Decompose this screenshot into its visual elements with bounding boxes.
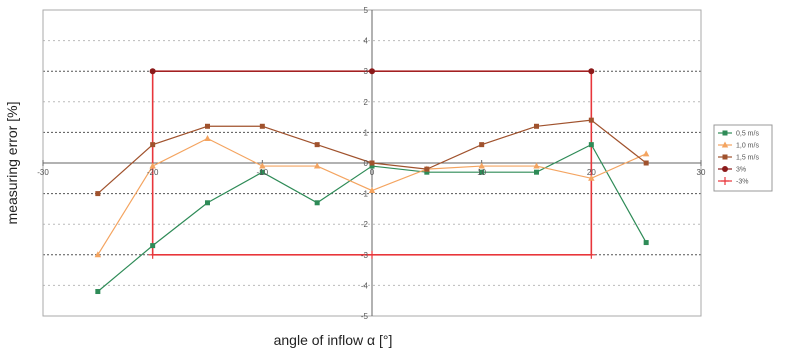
data-point xyxy=(588,68,595,75)
data-point xyxy=(314,200,320,206)
y-tick-label: 5 xyxy=(364,6,369,15)
data-point xyxy=(94,251,102,258)
y-tick-label: -3 xyxy=(361,251,369,260)
legend-entry: -3% xyxy=(718,177,748,186)
legend-label: 1,0 m/s xyxy=(736,143,759,150)
x-tick-label: 30 xyxy=(697,168,706,177)
data-point xyxy=(204,135,211,142)
series-5 xyxy=(148,250,596,259)
x-tick-label: 0 xyxy=(370,168,375,177)
data-point xyxy=(150,142,156,148)
data-point xyxy=(588,174,595,181)
data-point xyxy=(205,123,210,129)
legend-swatch-marker xyxy=(721,141,729,148)
data-point xyxy=(642,150,650,157)
series-layer xyxy=(94,68,650,295)
data-point xyxy=(533,162,540,169)
data-point xyxy=(259,169,265,175)
y-axis-title: measuring error [%] xyxy=(4,102,20,225)
legend-swatch-marker xyxy=(722,130,728,136)
y-tick-label: 3 xyxy=(364,67,369,76)
legend-entry: 1,5 m/s xyxy=(718,154,759,162)
data-point xyxy=(95,289,101,295)
data-point xyxy=(148,250,157,259)
data-point xyxy=(588,117,594,123)
data-point xyxy=(479,142,485,148)
data-point xyxy=(149,162,156,169)
legend-swatch-marker xyxy=(722,154,728,160)
series-3 xyxy=(95,117,649,197)
x-tick-label: -30 xyxy=(37,168,49,177)
x-tick-label: -20 xyxy=(147,168,159,177)
data-point xyxy=(369,68,375,75)
legend-swatch-marker xyxy=(721,177,729,185)
data-point xyxy=(643,240,649,246)
y-tick-label: 4 xyxy=(364,37,369,46)
legend-entry: 3% xyxy=(718,166,746,174)
data-point xyxy=(424,166,430,172)
legend-label: 3% xyxy=(736,167,746,174)
legend-entry: 0,5 m/s xyxy=(718,130,759,138)
x-axis-title: angle of inflow α [°] xyxy=(274,332,393,348)
y-tick-label: 1 xyxy=(364,128,369,137)
data-point xyxy=(205,200,210,206)
data-point xyxy=(150,243,156,249)
data-point xyxy=(643,160,649,166)
data-point xyxy=(368,250,376,259)
data-point xyxy=(95,191,101,197)
legend-entry: 1,0 m/s xyxy=(718,141,759,150)
y-tick-label: -1 xyxy=(361,190,369,199)
legend: 0,5 m/s 1,0 m/s 1,5 m/s 3% -3% xyxy=(713,124,773,192)
data-point xyxy=(259,123,265,129)
y-tick-label: 2 xyxy=(364,98,369,107)
series-4 xyxy=(149,68,595,75)
legend-swatch-marker xyxy=(722,166,728,172)
data-point xyxy=(149,68,156,75)
data-point xyxy=(314,142,320,148)
legend-label: -3% xyxy=(736,179,748,186)
data-point xyxy=(368,187,376,194)
data-point xyxy=(587,250,596,259)
series-1 xyxy=(95,142,649,295)
data-point xyxy=(369,163,375,169)
data-point xyxy=(588,142,594,148)
y-tick-label: -5 xyxy=(361,312,369,321)
data-point xyxy=(424,169,430,175)
y-tick-label: -4 xyxy=(361,281,369,290)
data-point xyxy=(534,169,539,175)
data-point xyxy=(534,123,539,129)
series-2 xyxy=(94,135,650,258)
data-point xyxy=(259,162,266,169)
data-point xyxy=(369,160,375,166)
data-point xyxy=(479,169,485,175)
x-tick-label: -10 xyxy=(257,168,269,177)
x-tick-label: 10 xyxy=(477,168,486,177)
data-point xyxy=(313,162,321,169)
legend-label: 0,5 m/s xyxy=(736,131,759,138)
x-tick-label: 20 xyxy=(587,168,596,177)
data-point xyxy=(478,162,485,169)
y-tick-label: 0 xyxy=(364,159,369,168)
legend-label: 1,5 m/s xyxy=(736,155,759,162)
y-tick-label: -2 xyxy=(361,220,369,229)
